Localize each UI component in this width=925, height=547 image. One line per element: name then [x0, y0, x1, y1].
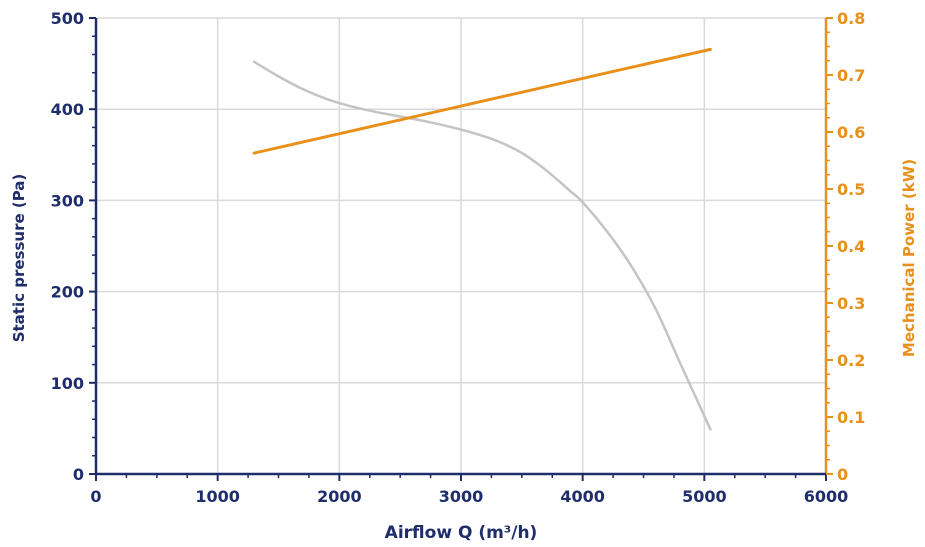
x-tick-label: 0	[90, 487, 101, 506]
series-line-mechanical-power	[252, 47, 712, 155]
y-right-tick-label: 0.7	[837, 66, 865, 85]
y-right-tick-label: 0.6	[837, 123, 865, 142]
axes	[89, 17, 833, 481]
x-axis-title: Airflow Q (m³/h)	[385, 523, 538, 543]
x-tick-label: 3000	[439, 487, 484, 506]
y-axis-left-title: Static pressure (Pa)	[10, 174, 28, 343]
series-line-static-pressure	[252, 60, 712, 431]
x-tick-label: 5000	[682, 487, 727, 506]
y-left-tick-label: 200	[51, 283, 84, 302]
series-group	[252, 47, 712, 431]
y-left-tick-label: 300	[51, 191, 84, 210]
y-left-tick-label: 0	[73, 465, 84, 484]
y-right-tick-label: 0.2	[837, 351, 865, 370]
y-right-tick-label: 0.8	[837, 9, 865, 28]
y-right-tick-label: 0.5	[837, 180, 865, 199]
y-left-tick-label: 500	[51, 9, 84, 28]
y-right-tick-label: 0.4	[837, 237, 865, 256]
x-tick-label: 1000	[195, 487, 240, 506]
x-tick-label: 4000	[560, 487, 605, 506]
tick-labels: 0 1000 2000 3000 4000 5000 6000010020030040050…	[51, 9, 866, 506]
y-left-tick-label: 400	[51, 100, 84, 119]
y-axis-right-title: Mechanical Power (kW)	[900, 159, 918, 357]
y-right-tick-label: 0.1	[837, 408, 865, 427]
y-right-tick-label: 0.3	[837, 294, 865, 313]
x-tick-label: 2000	[317, 487, 362, 506]
y-right-tick-label: 0	[837, 465, 848, 484]
grid	[96, 17, 826, 474]
x-tick-label: 6000	[804, 487, 849, 506]
y-left-tick-label: 100	[51, 374, 84, 393]
